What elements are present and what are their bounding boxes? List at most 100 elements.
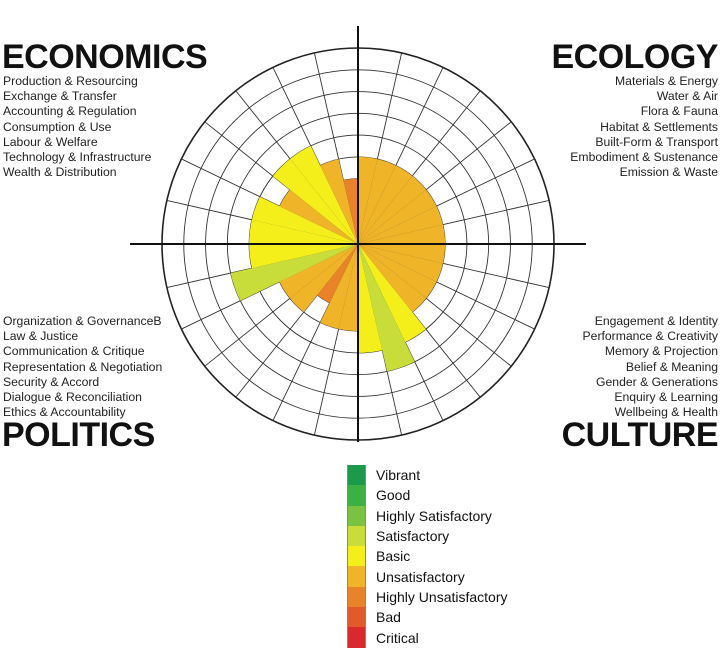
wheel-wedge-ecology xyxy=(358,156,378,244)
culture-item: Engagement & Identity xyxy=(594,314,718,328)
politics-item: Communication & Critique xyxy=(3,344,145,359)
wheel-wedges xyxy=(230,145,446,372)
legend-label: Highly Satisfactory xyxy=(376,507,492,524)
legend-item: Basic xyxy=(347,546,508,567)
ecology-item: Embodiment & Sustenance xyxy=(570,150,718,165)
legend-swatch xyxy=(347,465,366,486)
circle-of-sustainability-wheel xyxy=(130,26,586,442)
economics-item: Consumption & Use xyxy=(3,119,112,134)
legend-label: Highly Unsatisfactory xyxy=(376,588,508,605)
wheel-wedge-economics xyxy=(249,219,358,244)
legend-swatch xyxy=(347,525,366,547)
ecology-item: Water & Air xyxy=(656,89,718,104)
legend: Vibrant Good Highly Satisfactory Satisfa… xyxy=(347,465,508,648)
legend-item: Vibrant xyxy=(347,465,508,486)
wheel-wedge-economics xyxy=(320,159,358,244)
ecology-item: Emission & Waste xyxy=(619,165,718,180)
politics-item: Ethics & Accountability xyxy=(3,405,126,420)
legend-swatch xyxy=(347,586,366,608)
wheel-wedge-ecology xyxy=(358,175,427,244)
economics-item: Labour & Welfare xyxy=(3,134,98,149)
economics-subdomain-list: Production & Resourcing Exchange & Trans… xyxy=(3,74,151,180)
politics-title: POLITICS xyxy=(2,416,155,454)
wheel-wedge-ecology xyxy=(358,206,443,244)
wheel-spoke xyxy=(357,243,403,436)
wheel-wedge-economics xyxy=(343,178,358,244)
legend-swatch xyxy=(347,566,366,587)
culture-item: Performance & Creativity xyxy=(582,329,718,344)
wheel-wedge-politics xyxy=(338,244,358,332)
legend-swatch xyxy=(347,505,366,526)
wheel-wedge-politics xyxy=(289,244,358,313)
legend-item: Good xyxy=(347,485,508,506)
wheel-spoke xyxy=(357,243,444,421)
politics-item: Security & Accord xyxy=(3,374,100,389)
economics-item: Exchange & Transfer xyxy=(3,89,117,104)
wheel-wedge-culture xyxy=(358,244,446,264)
politics-item: Representation & Negotiation xyxy=(3,359,163,374)
culture-item: Wellbeing & Health xyxy=(614,405,718,420)
wheel-axes xyxy=(130,26,586,442)
wheel-wedge-economics xyxy=(251,196,358,244)
legend-label: Satisfactory xyxy=(376,528,450,545)
economics-item: Production & Resourcing xyxy=(3,74,138,88)
wheel-wedge-economics xyxy=(290,145,358,244)
wheel-wedge-culture xyxy=(358,244,427,313)
ecology-item: Materials & Energy xyxy=(615,74,718,88)
politics-item: Law & Justice xyxy=(3,329,79,344)
wheel-wedge-economics xyxy=(279,189,358,244)
wheel-wedge-ecology xyxy=(358,189,437,244)
legend-label: Bad xyxy=(376,609,401,626)
wheel-spoke xyxy=(166,243,359,289)
wheel-wedge-politics xyxy=(279,244,358,299)
legend-item: Unsatisfactory xyxy=(347,566,508,587)
legend-swatch xyxy=(347,485,366,506)
wheel-wedge-politics xyxy=(317,244,358,303)
culture-item: Enquiry & Learning xyxy=(614,390,718,405)
wheel-wedge-culture xyxy=(358,244,426,343)
ecology-item: Habitat & Settlements xyxy=(600,119,718,134)
culture-item: Belief & Meaning xyxy=(625,359,718,374)
wheel-spoke xyxy=(181,243,359,330)
wheel-wedge-ecology xyxy=(358,165,413,244)
culture-item: Memory & Projection xyxy=(604,344,718,359)
legend-item: Highly Satisfactory xyxy=(347,505,508,526)
legend-item: Highly Unsatisfactory xyxy=(347,586,508,608)
ecology-subdomain-list: Materials & Energy Water & Air Flora & F… xyxy=(570,74,718,180)
legend-label: Good xyxy=(376,487,411,504)
wheel-wedge-politics xyxy=(249,244,358,269)
politics-subdomain-list: Organization & GovernanceB Law & Justice… xyxy=(3,314,162,420)
wheel-wedge-culture xyxy=(358,244,437,299)
legend-label: Vibrant xyxy=(376,467,421,484)
legend-item: Satisfactory xyxy=(347,525,508,547)
politics-item: Organization & GovernanceB xyxy=(3,314,162,328)
legend-label: Critical xyxy=(376,629,419,646)
legend-swatch xyxy=(347,607,366,628)
wheel-wedge-ecology xyxy=(358,224,446,244)
wheel-wedge-culture xyxy=(358,244,415,372)
wheel-wedge-politics xyxy=(230,244,358,301)
legend-swatch xyxy=(347,627,366,648)
economics-item: Accounting & Regulation xyxy=(3,104,137,119)
culture-title: CULTURE xyxy=(561,416,719,454)
legend-swatch xyxy=(347,546,366,567)
legend-item: Critical xyxy=(347,627,508,648)
wheel-spoke xyxy=(204,121,359,245)
wheel-wedge-economics xyxy=(272,158,358,244)
ecology-title: ECOLOGY xyxy=(551,38,718,76)
economics-item: Wealth & Distribution xyxy=(3,165,117,180)
legend-item: Bad xyxy=(347,607,508,628)
politics-item: Dialogue & Reconciliation xyxy=(3,390,142,405)
culture-item: Gender & Generations xyxy=(596,374,718,389)
wheel-wedge-ecology xyxy=(358,159,396,244)
ecology-item: Built-Form & Transport xyxy=(595,134,718,149)
wheel-wedge-culture xyxy=(358,244,383,353)
wheel-wedge-politics xyxy=(320,244,358,329)
legend-label: Unsatisfactory xyxy=(376,568,465,585)
legend-label: Basic xyxy=(376,548,411,565)
ecology-item: Flora & Fauna xyxy=(640,104,718,119)
culture-subdomain-list: Engagement & Identity Performance & Crea… xyxy=(583,314,718,420)
economics-title: ECONOMICS xyxy=(2,38,208,76)
economics-item: Technology & Infrastructure xyxy=(3,150,152,165)
wheel-wedge-culture xyxy=(358,244,443,282)
